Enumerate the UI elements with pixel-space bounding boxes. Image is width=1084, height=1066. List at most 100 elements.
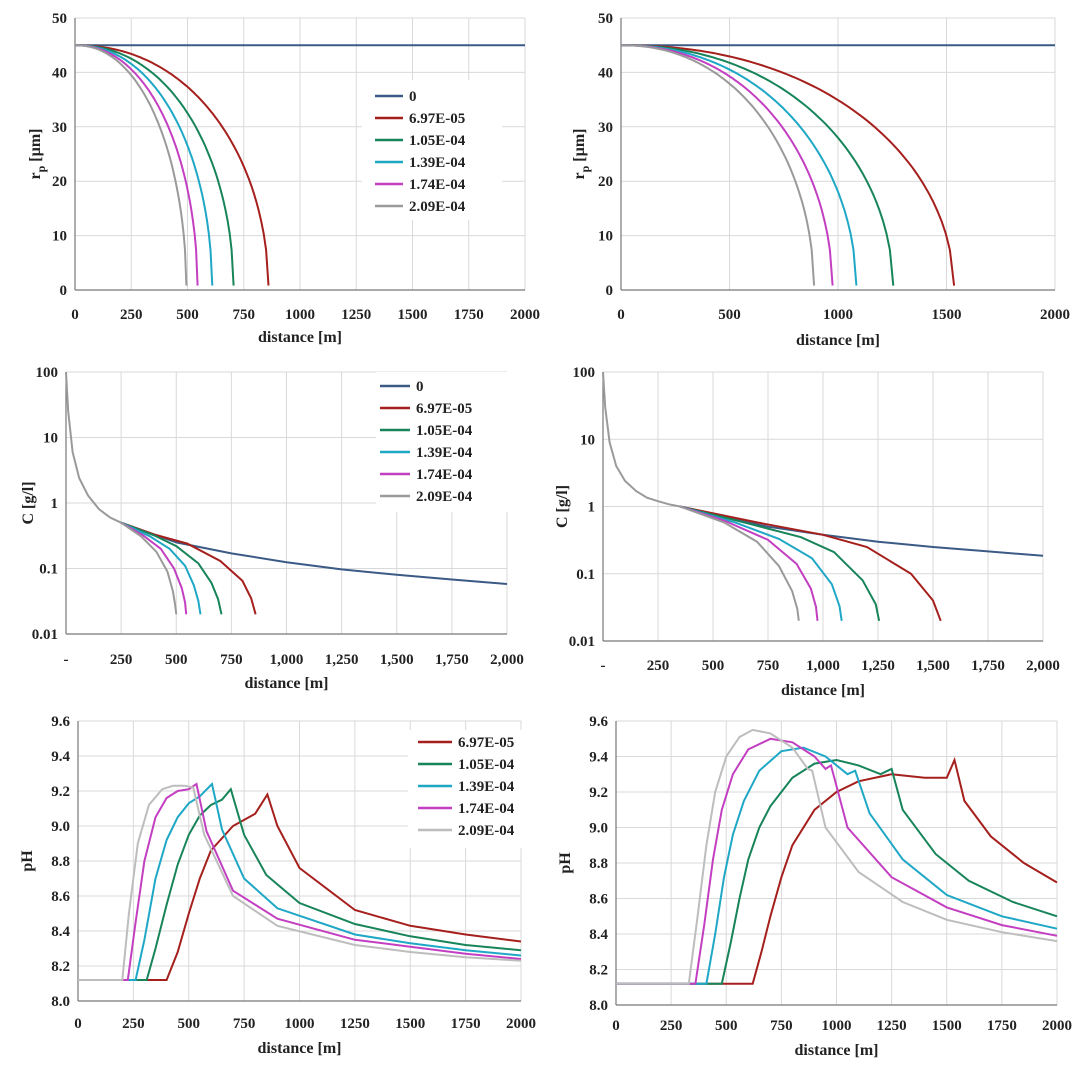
y-tick-label: 8.4 (589, 927, 608, 943)
x-tick-label: 750 (233, 307, 256, 323)
x-tick-label: 2000 (1042, 1018, 1072, 1034)
y-tick-label: 0.1 (39, 562, 58, 578)
rp-chart-right: 0 500 1000 1500 2000 0 10 20 30 40 50 distance [m] r… (571, 11, 1070, 349)
series-line-1.74E-04 (679, 505, 819, 621)
x-tick-label: 1,500 (916, 658, 950, 674)
series-line-1.39E-04 (621, 44, 858, 286)
y-tick-label: 10 (43, 431, 58, 447)
y-tick-label: 40 (52, 65, 67, 81)
y-axis-label: C [g/l] (20, 481, 37, 524)
x-tick-label: 250 (660, 1018, 683, 1034)
legend-label-0: 0 (409, 89, 417, 105)
x-axis-label: distance [m] (781, 682, 865, 699)
y-tick-label: 8.0 (51, 994, 70, 1010)
x-tick-label: 750 (757, 658, 780, 674)
x-tick-label: 1750 (451, 1016, 481, 1032)
y-tick-label: 0.1 (576, 567, 595, 583)
legend-label-1.39E-04: 1.39E-04 (458, 779, 515, 795)
series-line-0 (679, 505, 1044, 557)
series-line-1.05E-04 (616, 758, 1058, 985)
x-tick-label: 0 (71, 307, 79, 323)
x-tick-label: 1,250 (325, 652, 359, 668)
y-tick-label: 9.2 (589, 785, 608, 801)
ph-chart-left: 0 250 500 750 1000 1250 1500 1750 2000 8.0 8.2 8.4 8… (19, 714, 548, 1057)
legend-label-1.39E-04: 1.39E-04 (416, 445, 473, 461)
x-tick-label: 1,750 (971, 658, 1005, 674)
x-tick-label: 1500 (932, 307, 962, 323)
x-tick-label: 2000 (510, 307, 540, 323)
x-tick-label: 0 (617, 307, 625, 323)
y-tick-label: 8.6 (51, 889, 70, 905)
concentration-chart-right: - 250 500 750 1,000 1,250 1,500 1,750 2,000 0.01 0… (554, 365, 1060, 699)
rp-chart-left: 0 250 500 750 1000 1250 1500 1750 20000102030405… (27, 11, 540, 346)
x-tick-label: 1250 (877, 1018, 907, 1034)
series-line-6.97E-05 (679, 505, 942, 622)
y-tick-label: 100 (573, 365, 596, 381)
series-line-2.09E-04 (75, 44, 188, 286)
x-tick-label: 2,000 (1026, 658, 1060, 674)
y-tick-label: 30 (52, 120, 67, 136)
series-line-2.09E-04 (78, 784, 522, 981)
x-tick-label: 500 (702, 658, 725, 674)
x-tick-label: 1,250 (861, 658, 895, 674)
series-line-0 (120, 521, 508, 585)
y-tick-label: 50 (52, 11, 67, 27)
y-axis-label: C [g/l] (554, 485, 571, 528)
x-tick-label: 500 (718, 307, 741, 323)
legend-label-1.05E-04: 1.05E-04 (458, 757, 515, 773)
x-axis-label: distance [m] (795, 1042, 879, 1059)
y-tick-label: 8.2 (51, 959, 70, 975)
x-tick-label: 750 (233, 1016, 256, 1032)
x-tick-label: 1,750 (435, 652, 469, 668)
legend: 6.97E-05 1.05E-04 1.39E-04 1.74E-04 2.09E-04 (408, 730, 548, 848)
series-line-1.39E-04 (679, 505, 843, 621)
series-line-1.39E-04 (616, 746, 1058, 985)
x-tick-label: 1000 (285, 307, 315, 323)
y-axis-label: pH (19, 850, 36, 872)
y-tick-label: 40 (598, 65, 613, 81)
y-tick-label: 10 (598, 229, 613, 245)
y-tick-label: 8.2 (589, 963, 608, 979)
series-line-1.05E-04 (120, 521, 223, 615)
concentration-chart-left: - 250 500 750 1,000 1,250 1,500 1,750 2,000 0.01 0… (20, 365, 524, 692)
series-line-1.74E-04 (120, 521, 188, 615)
legend-label-6.97E-05: 6.97E-05 (416, 401, 472, 417)
y-axis-label: pH (557, 852, 574, 874)
y-tick-label: 100 (36, 365, 59, 381)
series-line-2.09E-04 (679, 505, 800, 621)
legend-background (408, 730, 548, 848)
x-tick-label: 750 (220, 652, 243, 668)
legend-label-1.74E-04: 1.74E-04 (409, 177, 466, 193)
y-tick-label: 10 (580, 432, 595, 448)
legend-label-1.05E-04: 1.05E-04 (416, 423, 473, 439)
x-tick-label: 2,000 (490, 652, 524, 668)
legend-label-1.39E-04: 1.39E-04 (409, 155, 466, 171)
series-line-1.39E-04 (78, 781, 522, 981)
x-tick-label: 0 (612, 1018, 620, 1034)
y-tick-label: 0 (606, 283, 614, 299)
x-tick-label: 1250 (340, 1016, 370, 1032)
legend-background (376, 372, 516, 512)
x-tick-label: 250 (122, 1016, 145, 1032)
x-tick-label: 500 (165, 652, 188, 668)
legend-background (362, 80, 502, 220)
x-tick-label: 500 (176, 307, 199, 323)
series-line-1.05E-04 (78, 787, 522, 981)
legend-label-6.97E-05: 6.97E-05 (409, 111, 465, 127)
y-axis-label: rp [µm] (571, 129, 592, 180)
y-tick-label: 9.0 (51, 819, 70, 835)
y-tick-label: 8.6 (589, 892, 608, 908)
y-tick-label: 8.8 (589, 856, 608, 872)
x-tick-label: 1500 (932, 1018, 962, 1034)
legend: 0 6.97E-05 1.05E-04 1.39E-04 1.74E-04 2.09E-0… (376, 372, 516, 512)
x-tick-label: 1250 (341, 307, 371, 323)
x-tick-label: 1750 (454, 307, 484, 323)
legend-label-1.74E-04: 1.74E-04 (458, 801, 515, 817)
y-tick-label: 9.6 (51, 714, 70, 730)
x-tick-label: 1500 (395, 1016, 425, 1032)
x-tick-label: 1750 (987, 1018, 1017, 1034)
series-line-1.05E-04 (679, 505, 881, 621)
series-line-shared-head (65, 371, 122, 524)
y-tick-label: 1 (588, 500, 596, 516)
legend-label-6.97E-05: 6.97E-05 (458, 735, 514, 751)
